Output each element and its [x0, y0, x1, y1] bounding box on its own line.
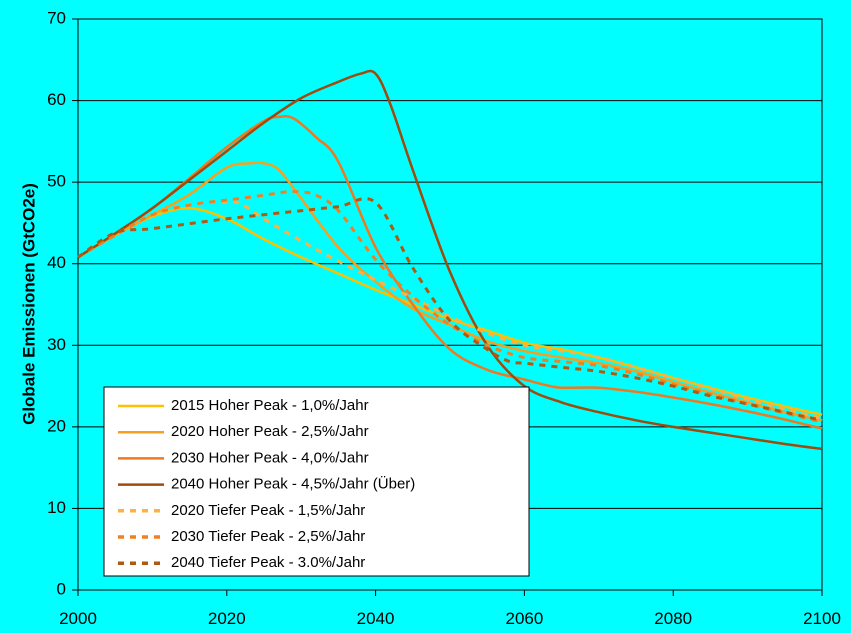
y-tick-label: 10	[47, 498, 66, 517]
x-tick-label: 2020	[208, 609, 246, 628]
y-tick-label: 60	[47, 90, 66, 109]
y-tick-label: 50	[47, 172, 66, 191]
legend-label: 2040 Hoher Peak - 4,5%/Jahr (Über)	[171, 475, 415, 493]
x-tick-label: 2040	[357, 609, 395, 628]
legend-label: 2030 Tiefer Peak - 2,5%/Jahr	[171, 528, 365, 545]
y-tick-label: 40	[47, 253, 66, 272]
plot-area-frame	[77, 18, 823, 591]
legend-label: 2040 Tiefer Peak - 3.0%/Jahr	[171, 554, 365, 571]
legend-box	[103, 386, 530, 577]
y-axis-title: Globale Emissionen (GtCO2e)	[19, 183, 38, 425]
series-line-2	[77, 161, 823, 422]
x-tick-label: 2000	[59, 609, 97, 628]
series-line-4	[77, 69, 823, 451]
x-tick-label: 2060	[505, 609, 543, 628]
series-line-6	[77, 190, 823, 424]
y-tick-label: 20	[47, 416, 66, 435]
series-lines	[77, 69, 823, 451]
series-line-7	[77, 197, 823, 422]
x-axis-ticks: 2000 2020 2040 2060 2080 2100	[59, 590, 841, 628]
y-tick-label: 70	[47, 8, 66, 27]
y-tick-label: 0	[57, 579, 66, 598]
legend: 2015 Hoher Peak - 1,0%/Jahr 2020 Hoher Pe…	[103, 386, 530, 577]
legend-label: 2020 Hoher Peak - 2,5%/Jahr	[171, 423, 369, 440]
y-axis-ticks: 0 10 20 30 40 50 60 70	[47, 8, 78, 598]
legend-label: 2015 Hoher Peak - 1,0%/Jahr	[171, 397, 369, 414]
legend-label: 2030 Hoher Peak - 4,0%/Jahr	[171, 449, 369, 466]
legend-label: 2020 Tiefer Peak - 1,5%/Jahr	[171, 502, 365, 519]
x-tick-label: 2080	[654, 609, 692, 628]
series-line-3	[77, 115, 823, 430]
y-tick-label: 30	[47, 335, 66, 354]
x-tick-label: 2100	[803, 609, 841, 628]
